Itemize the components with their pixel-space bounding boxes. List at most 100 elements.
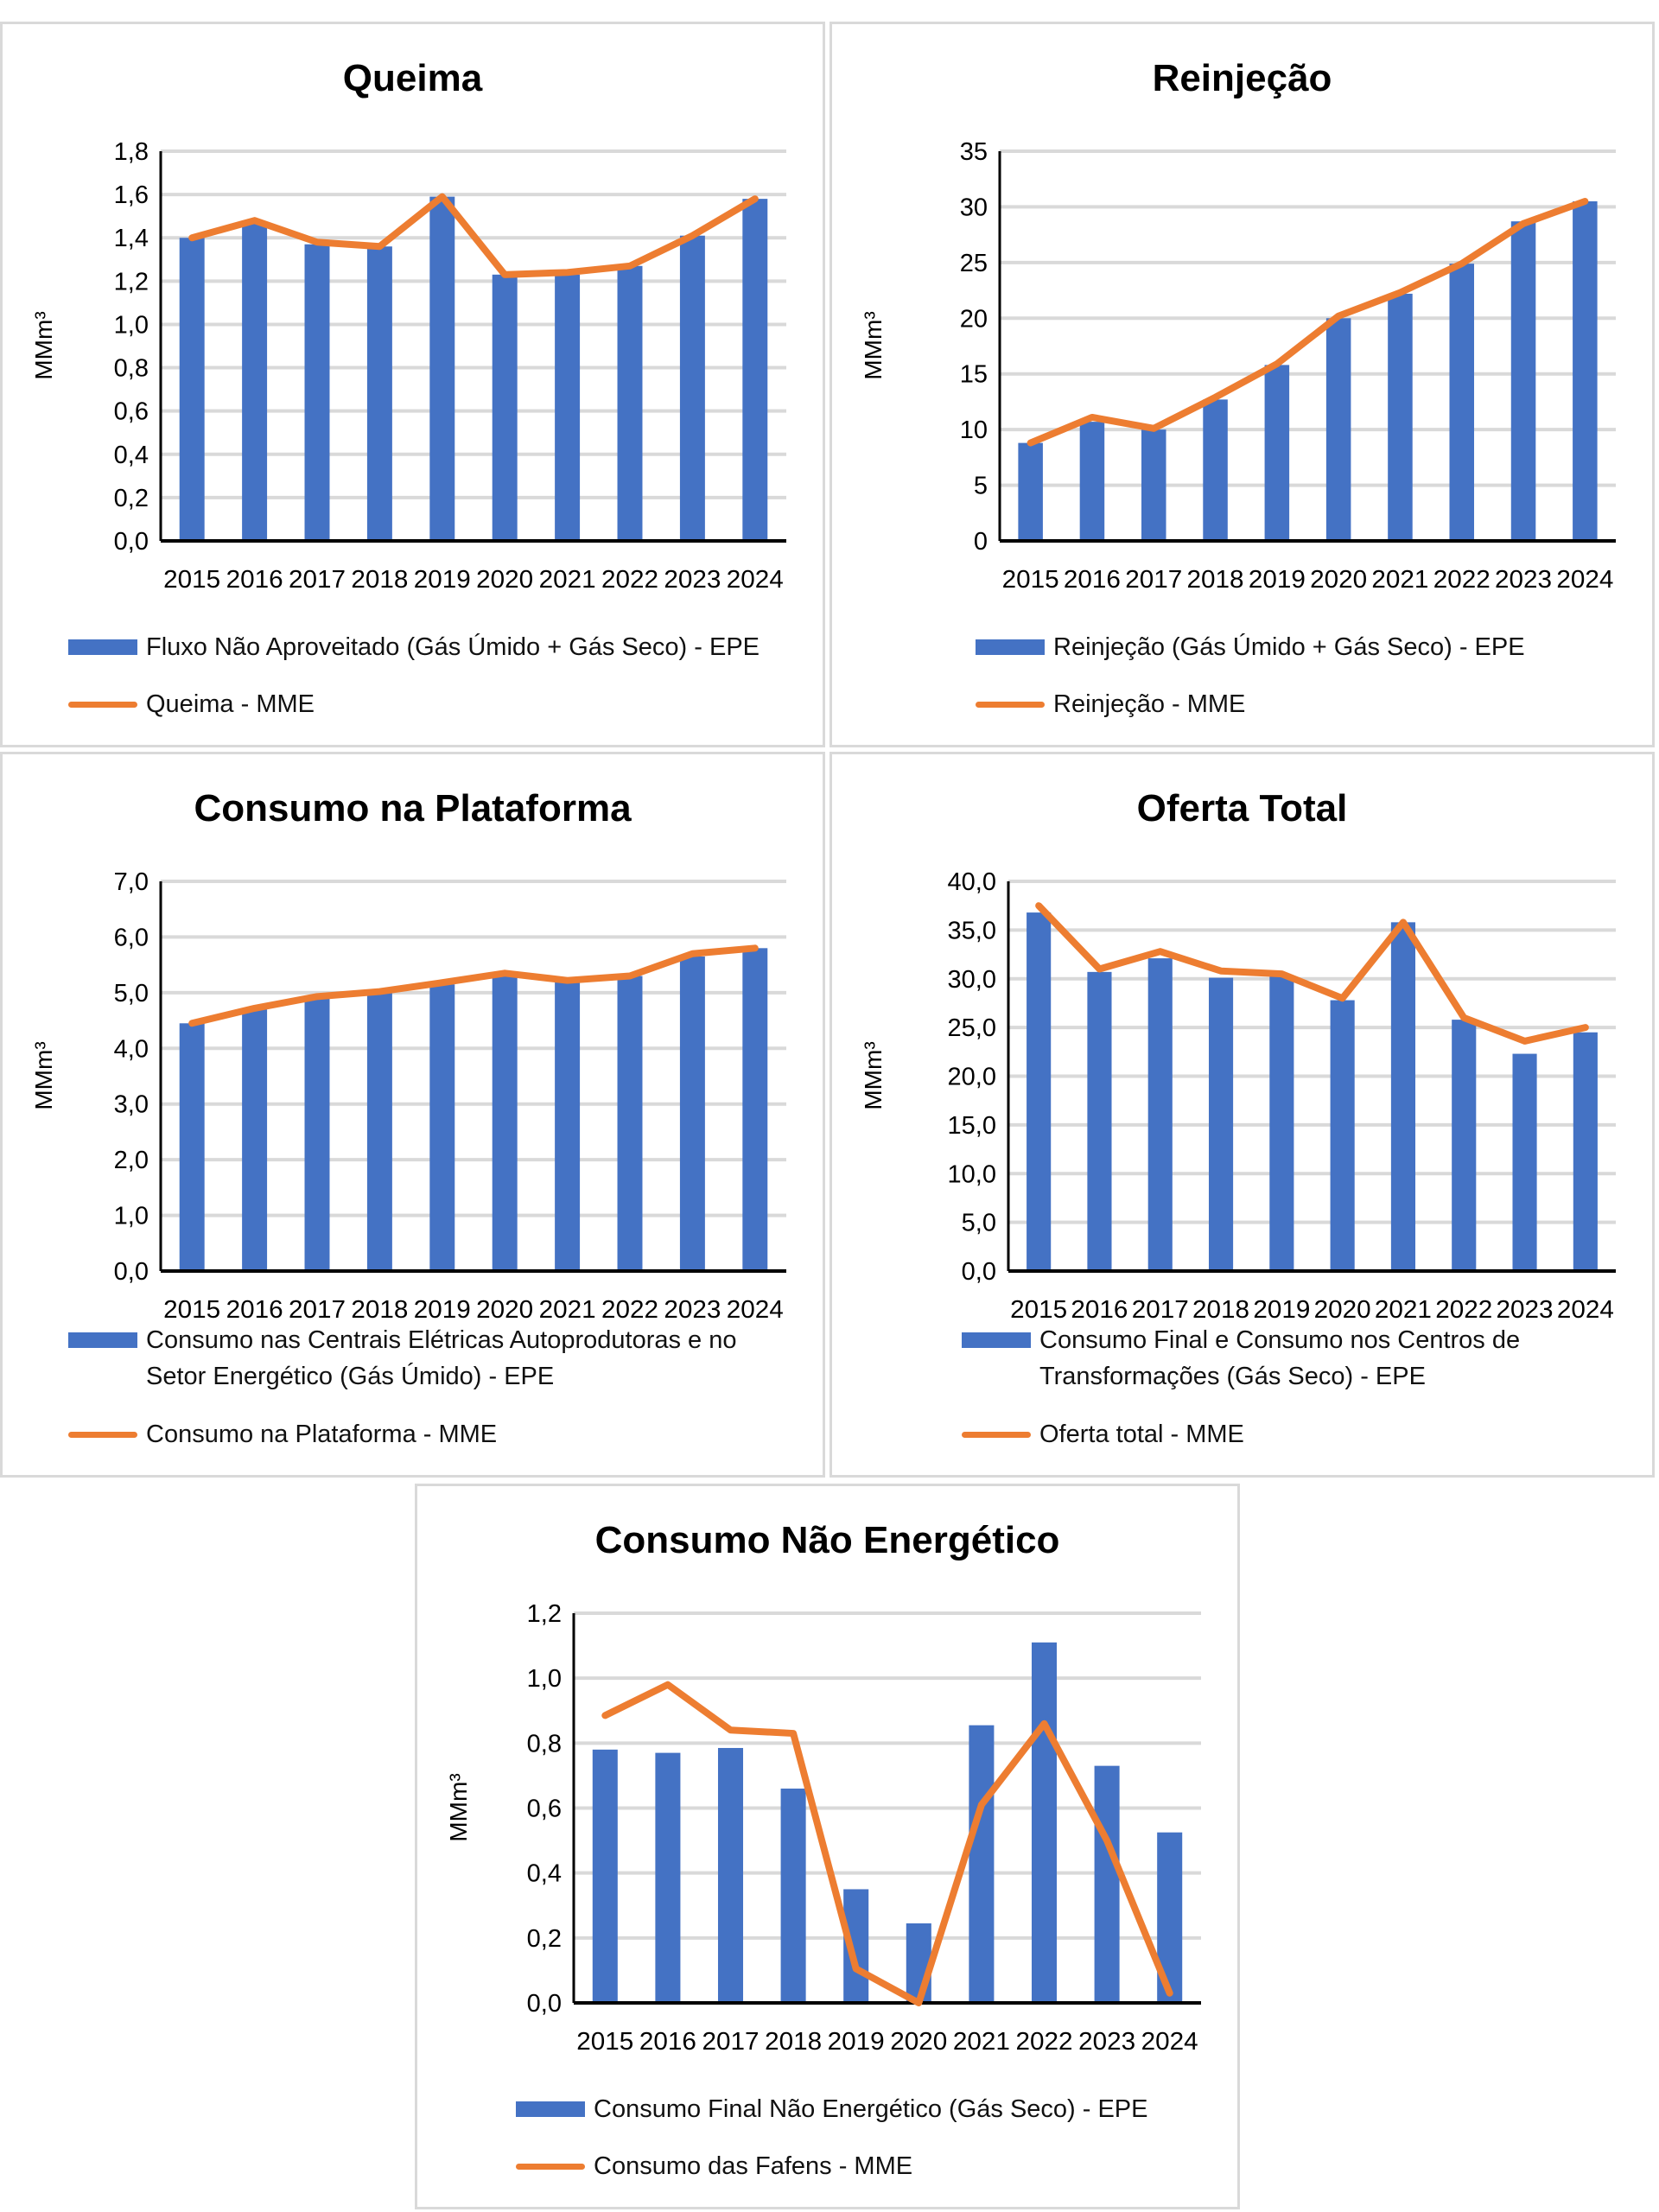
x-tick-label: 2019	[1249, 566, 1306, 594]
plot-area: 0,0 0,2 0,4 0,6 0,8 1,0 1,2 2015 2016 2017 2018 201…	[527, 1600, 1201, 2056]
bar-2018	[1203, 399, 1228, 541]
y-tick-label: 35	[960, 138, 988, 166]
y-tick-label: 2,0	[114, 1147, 149, 1174]
x-tick-label: 2017	[289, 566, 346, 594]
y-tick-label: 10	[960, 416, 988, 444]
y-tick-label: 1,0	[527, 1665, 562, 1693]
chart-title: Consumo na Plataforma	[194, 787, 632, 830]
bar-swatch	[976, 639, 1045, 655]
y-tick-label: 0,8	[527, 1730, 562, 1758]
y-tick-label: 20	[960, 305, 988, 333]
bar-2017	[1141, 429, 1166, 541]
bar-2024	[742, 199, 768, 541]
x-tick-label: 2017	[289, 1296, 346, 1324]
bar-2018	[366, 992, 392, 1271]
bar-2018	[366, 246, 392, 541]
x-tick-label: 2021	[1371, 566, 1428, 594]
bar-2015	[179, 1023, 205, 1271]
line-swatch	[962, 1432, 1031, 1438]
x-tick-label: 2017	[702, 2028, 760, 2056]
x-tick-label: 2022	[1016, 2028, 1073, 2056]
y-tick-label: 15,0	[948, 1112, 996, 1140]
bar-2022	[617, 976, 643, 1271]
legend-label: Fluxo Não Aproveitado (Gás Úmido + Gás S…	[146, 633, 760, 661]
x-tick-label: 2016	[226, 566, 283, 594]
legend-label: Consumo das Fafens - MME	[594, 2152, 913, 2180]
y-tick-label: 40,0	[948, 868, 996, 896]
bar-2019	[1269, 976, 1294, 1271]
x-tick-label: 2015	[1010, 1296, 1067, 1324]
bar-2021	[1390, 922, 1416, 1271]
bar-2021	[969, 1725, 995, 2003]
y-tick-label: 0,6	[114, 398, 149, 426]
bar-2023	[679, 235, 705, 541]
bar-2017	[717, 1747, 744, 2003]
y-tick-label: 25,0	[948, 1014, 996, 1042]
line-series	[1027, 197, 1589, 447]
bar-2018	[1208, 977, 1234, 1271]
bar-2022	[1031, 1642, 1058, 2003]
bar-2024	[1573, 200, 1598, 541]
x-tick-label: 2019	[414, 566, 471, 594]
y-tick-label: 10,0	[948, 1160, 996, 1188]
bar-2015	[1018, 442, 1043, 541]
y-tick-label: 1,2	[114, 268, 149, 296]
bar-2024	[1573, 1032, 1598, 1271]
legend-item-line: Consumo na Plataforma - MME	[68, 1416, 497, 1452]
x-tick-label: 2024	[1557, 1296, 1614, 1324]
chart-panel-consumo-plataforma: Consumo na Plataforma MMm³ 0,0 1,0 2,0 3,0 4…	[0, 752, 825, 1478]
bar-swatch	[68, 1332, 137, 1348]
bar-2017	[304, 244, 330, 541]
y-tick-label: 15	[960, 361, 988, 389]
legend-label: Oferta total - MME	[1039, 1421, 1244, 1448]
bar-swatch	[962, 1332, 1031, 1348]
bar-2021	[555, 981, 581, 1271]
y-tick-label: 0	[974, 528, 988, 556]
x-tick-label: 2023	[1497, 1296, 1554, 1324]
chart-title: Oferta Total	[1136, 787, 1348, 830]
y-tick-label: 1,6	[114, 181, 149, 209]
y-tick-label: 30,0	[948, 966, 996, 994]
y-tick-label: 3,0	[114, 1091, 149, 1119]
x-tick-label: 2019	[1253, 1296, 1310, 1324]
bar-2019	[429, 984, 455, 1271]
x-tick-label: 2022	[1433, 566, 1491, 594]
x-tick-label: 2024	[727, 1296, 784, 1324]
y-tick-label: 30	[960, 194, 988, 221]
legend-label: Consumo nas Centrais Elétricas Autoprodu…	[146, 1326, 737, 1390]
legend-item-bar: Consumo Final e Consumo nos Centros de T…	[962, 1322, 1549, 1395]
bar-2016	[1087, 971, 1112, 1271]
chart-panel-reinjecao: Reinjeção MMm³ 0 5 10 15 20 25 30 35 2015 2016 201…	[830, 22, 1655, 747]
x-tick-label: 2019	[414, 1296, 471, 1324]
x-tick-label: 2015	[163, 566, 220, 594]
line-swatch	[976, 702, 1045, 708]
bar-2022	[617, 265, 643, 541]
x-tick-label: 2018	[1192, 1296, 1249, 1324]
x-tick-label: 2023	[1078, 2028, 1135, 2056]
bar-2015	[592, 1749, 618, 2003]
x-tick-label: 2021	[539, 1296, 596, 1324]
legend-label: Consumo Final Não Energético (Gás Seco) …	[594, 2095, 1148, 2123]
x-tick-label: 2016	[639, 2028, 696, 2056]
y-tick-label: 4,0	[114, 1035, 149, 1063]
bar-2019	[429, 196, 455, 541]
x-tick-label: 2017	[1132, 1296, 1189, 1324]
x-tick-label: 2020	[476, 566, 533, 594]
y-tick-label: 0,2	[114, 485, 149, 512]
line-swatch	[68, 1432, 137, 1438]
x-tick-label: 2023	[1495, 566, 1552, 594]
x-tick-label: 2019	[828, 2028, 885, 2056]
y-tick-label: 5,0	[962, 1210, 996, 1237]
line-series	[601, 1681, 1173, 2006]
y-tick-label: 1,0	[114, 311, 149, 339]
x-tick-label: 2016	[226, 1296, 283, 1324]
line-series	[1035, 902, 1589, 1045]
y-tick-label: 35,0	[948, 917, 996, 944]
legend-label: Consumo Final e Consumo nos Centros de T…	[1039, 1326, 1521, 1390]
bar-2023	[1510, 221, 1536, 541]
y-tick-label: 0,0	[962, 1258, 996, 1286]
y-tick-label: 0,0	[114, 528, 149, 556]
bar-swatch	[516, 2101, 585, 2117]
bar-2021	[1388, 293, 1413, 541]
